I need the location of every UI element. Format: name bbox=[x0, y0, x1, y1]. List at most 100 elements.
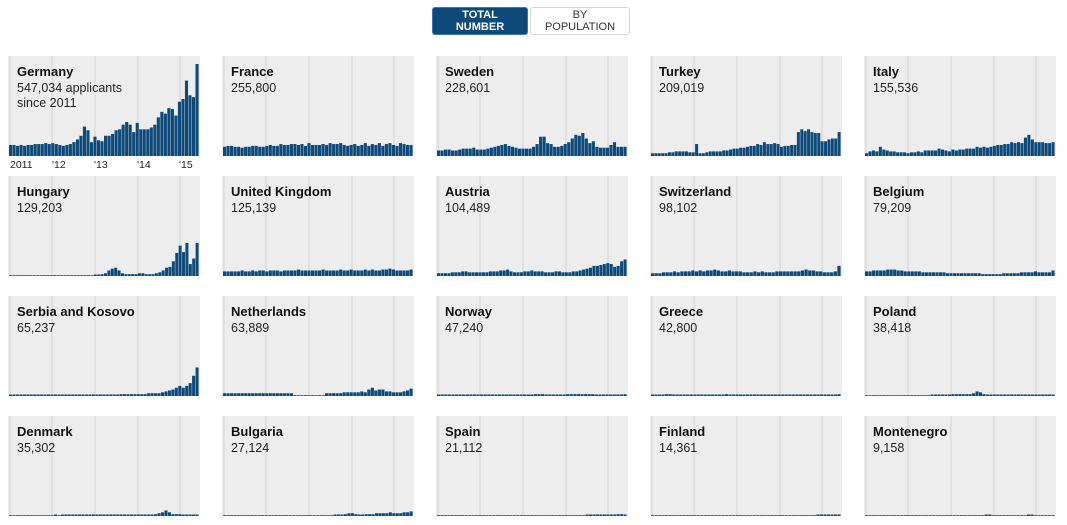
bar bbox=[812, 515, 816, 516]
country-panel[interactable]: Serbia and Kosovo 65,237 bbox=[8, 296, 200, 396]
bar bbox=[501, 394, 505, 396]
bar bbox=[731, 394, 736, 396]
country-panel[interactable]: Austria 104,489 bbox=[436, 176, 628, 276]
bar bbox=[261, 270, 265, 276]
bar bbox=[992, 394, 996, 396]
bar bbox=[595, 146, 599, 156]
country-panel[interactable]: Netherlands 63,889 bbox=[222, 296, 414, 396]
bar bbox=[475, 149, 479, 156]
bar bbox=[696, 515, 700, 516]
bar bbox=[485, 515, 489, 516]
bar bbox=[899, 152, 903, 156]
bar bbox=[1048, 143, 1052, 156]
country-panel[interactable]: Switzerland 98,102 bbox=[650, 176, 842, 276]
bar bbox=[823, 514, 827, 516]
bar bbox=[440, 150, 444, 156]
bar bbox=[623, 394, 627, 396]
bar bbox=[1051, 142, 1055, 156]
bar bbox=[26, 394, 30, 396]
bar bbox=[595, 265, 599, 276]
bar bbox=[1047, 515, 1052, 516]
bar bbox=[742, 394, 746, 396]
bar-chart bbox=[223, 176, 413, 276]
bar bbox=[88, 394, 92, 396]
country-panel[interactable]: Poland 38,418 bbox=[864, 296, 1056, 396]
bar bbox=[254, 393, 258, 396]
bar bbox=[599, 514, 603, 516]
bar bbox=[651, 515, 655, 516]
bar bbox=[777, 515, 781, 516]
bar bbox=[316, 515, 320, 516]
bar bbox=[965, 394, 969, 396]
country-panel[interactable]: Bulgaria 27,124 bbox=[222, 416, 414, 516]
country-panel[interactable]: Italy 155,536 bbox=[864, 56, 1056, 156]
bar bbox=[1037, 394, 1041, 396]
country-panel[interactable]: United Kingdom 125,139 bbox=[222, 176, 414, 276]
bar bbox=[591, 394, 595, 396]
bar bbox=[12, 515, 16, 516]
bar bbox=[875, 395, 879, 396]
country-panel[interactable]: Germany 547,034 applicants since 2011 bbox=[8, 56, 200, 156]
bar bbox=[672, 394, 676, 396]
bar bbox=[70, 275, 74, 276]
bar bbox=[265, 145, 269, 156]
country-panel[interactable]: Norway 47,240 bbox=[436, 296, 628, 396]
bar bbox=[402, 144, 406, 156]
bar bbox=[909, 395, 913, 396]
bar bbox=[982, 394, 986, 396]
bar bbox=[333, 514, 337, 516]
bar bbox=[480, 394, 484, 396]
bar bbox=[688, 152, 692, 156]
country-panel[interactable]: Finland 14,361 bbox=[650, 416, 842, 516]
bar bbox=[223, 515, 227, 516]
country-panel[interactable]: Sweden 228,601 bbox=[436, 56, 628, 156]
bar bbox=[941, 149, 945, 156]
country-panel[interactable]: Greece 42,800 bbox=[650, 296, 842, 396]
bar bbox=[114, 130, 118, 156]
bar bbox=[735, 271, 739, 276]
bar bbox=[817, 133, 821, 156]
bar bbox=[996, 394, 1000, 396]
bar bbox=[192, 258, 196, 276]
bar bbox=[738, 515, 743, 516]
bar bbox=[667, 152, 671, 156]
bar bbox=[493, 146, 497, 156]
bar bbox=[109, 394, 113, 396]
bar bbox=[134, 274, 138, 276]
bar bbox=[1037, 515, 1041, 516]
bar bbox=[582, 515, 586, 516]
country-panel[interactable]: Spain 21,112 bbox=[436, 416, 628, 516]
bar bbox=[530, 270, 534, 276]
country-panel[interactable]: France 255,800 bbox=[222, 56, 414, 156]
bar bbox=[956, 273, 960, 276]
country-panel[interactable]: Turkey 209,019 bbox=[650, 56, 842, 156]
country-panel[interactable]: Hungary 129,203 bbox=[8, 176, 200, 276]
bar bbox=[33, 515, 37, 516]
country-panel[interactable]: Denmark 35,302 bbox=[8, 416, 200, 516]
bar bbox=[105, 394, 109, 396]
bar bbox=[314, 270, 318, 276]
bar bbox=[328, 143, 332, 156]
bar bbox=[686, 394, 690, 396]
bar bbox=[506, 515, 510, 516]
bar bbox=[961, 149, 965, 156]
by-population-button[interactable]: BY POPULATION bbox=[530, 7, 630, 35]
bar bbox=[195, 64, 199, 156]
bar bbox=[599, 264, 603, 276]
bar bbox=[346, 392, 350, 396]
country-panel[interactable]: Montenegro 9,158 bbox=[864, 416, 1056, 516]
bar bbox=[1019, 515, 1023, 516]
country-panel[interactable]: Belgium 79,209 bbox=[864, 176, 1056, 276]
bar bbox=[80, 275, 84, 276]
total-number-button[interactable]: TOTAL NUMBER bbox=[432, 7, 528, 35]
bar bbox=[356, 145, 360, 156]
bar bbox=[174, 514, 178, 516]
bar bbox=[129, 394, 133, 396]
bar bbox=[1044, 515, 1048, 516]
bar bbox=[264, 515, 268, 516]
bar bbox=[910, 515, 914, 516]
bar bbox=[700, 515, 704, 516]
bar-chart bbox=[651, 416, 841, 516]
bar bbox=[51, 143, 55, 156]
applicant-total: 547,034 applicants since 2011 bbox=[17, 81, 122, 110]
